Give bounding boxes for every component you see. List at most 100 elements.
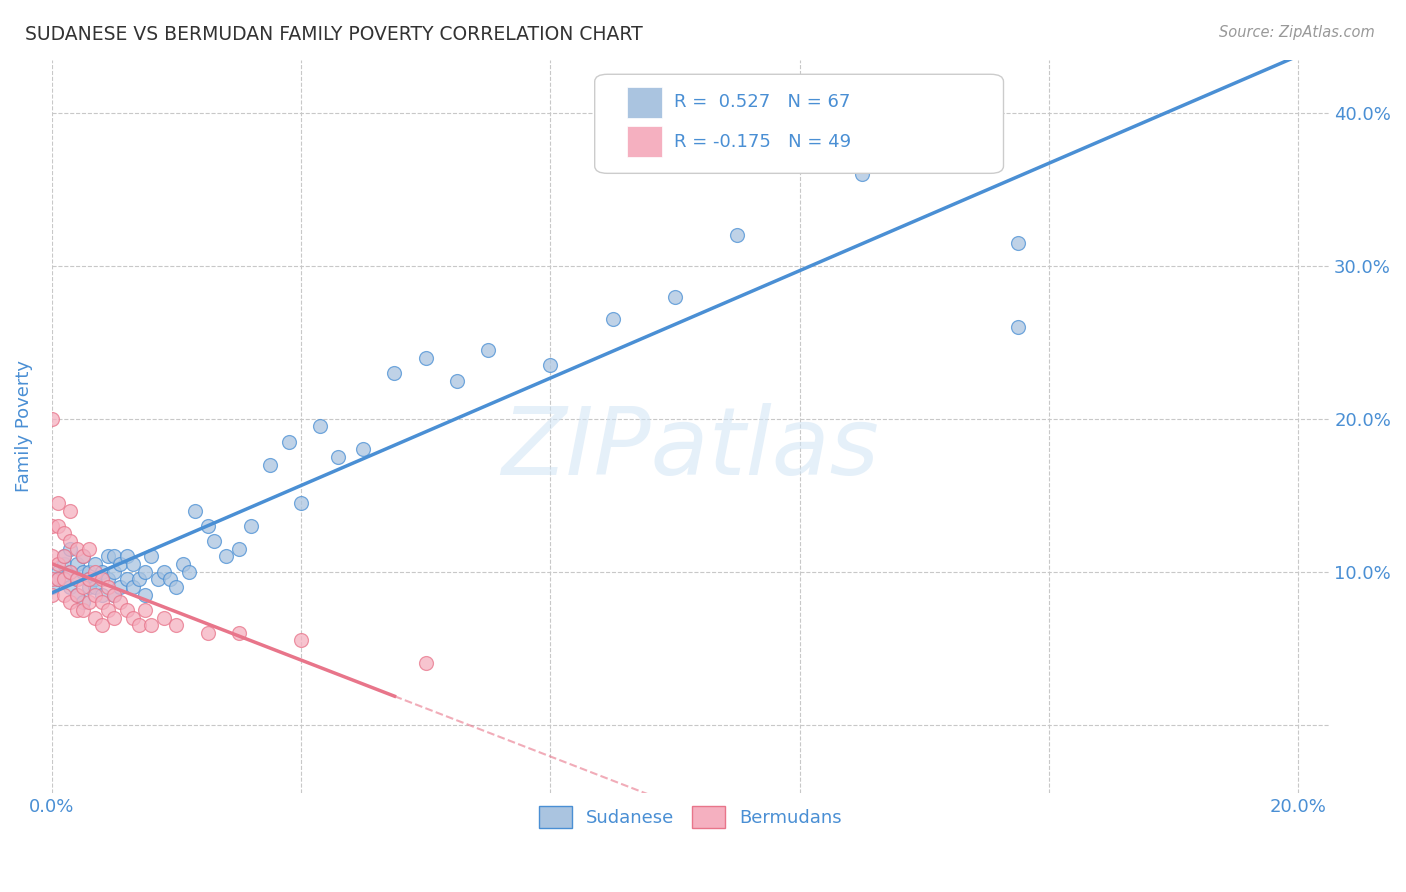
- Point: [66, 541, 89, 556]
- Text: ZIPatlas: ZIPatlas: [502, 403, 879, 494]
- Point: [177, 565, 200, 579]
- Point: [115, 603, 138, 617]
- Point: [84, 557, 107, 571]
- Point: [72, 565, 94, 579]
- Point: [46, 565, 69, 579]
- Point: [172, 557, 194, 571]
- Y-axis label: Family Poverty: Family Poverty: [15, 360, 32, 492]
- Point: [72, 580, 94, 594]
- Point: [308, 419, 330, 434]
- Point: [141, 549, 163, 564]
- Point: [41, 572, 63, 586]
- Point: [415, 657, 437, 671]
- Point: [46, 572, 69, 586]
- Point: [90, 572, 112, 586]
- Point: [228, 625, 250, 640]
- Point: [66, 557, 89, 571]
- Point: [84, 565, 107, 579]
- Point: [59, 565, 82, 579]
- Point: [134, 603, 156, 617]
- Bar: [627, 127, 662, 157]
- Point: [46, 519, 69, 533]
- Point: [77, 572, 100, 586]
- Point: [141, 618, 163, 632]
- Point: [53, 549, 76, 564]
- Point: [725, 228, 748, 243]
- Point: [103, 610, 125, 624]
- Point: [290, 496, 312, 510]
- Point: [84, 580, 107, 594]
- Point: [134, 588, 156, 602]
- Point: [59, 541, 82, 556]
- Point: [77, 541, 100, 556]
- Point: [84, 610, 107, 624]
- Point: [446, 374, 468, 388]
- Point: [66, 588, 89, 602]
- Point: [53, 557, 76, 571]
- Point: [53, 572, 76, 586]
- Point: [121, 610, 143, 624]
- Point: [121, 580, 143, 594]
- Point: [184, 503, 207, 517]
- Point: [240, 519, 263, 533]
- FancyBboxPatch shape: [595, 74, 1004, 173]
- Point: [66, 603, 89, 617]
- Point: [97, 549, 120, 564]
- Point: [153, 565, 176, 579]
- Point: [53, 549, 76, 564]
- Point: [115, 572, 138, 586]
- Point: [77, 595, 100, 609]
- Point: [110, 557, 132, 571]
- Point: [46, 557, 69, 571]
- Point: [159, 572, 181, 586]
- Point: [97, 603, 120, 617]
- Text: R =  0.527   N = 67: R = 0.527 N = 67: [673, 93, 851, 112]
- Point: [602, 312, 624, 326]
- Point: [1007, 320, 1029, 334]
- Text: SUDANESE VS BERMUDAN FAMILY POVERTY CORRELATION CHART: SUDANESE VS BERMUDAN FAMILY POVERTY CORR…: [25, 25, 643, 44]
- Point: [59, 534, 82, 549]
- Point: [41, 519, 63, 533]
- Point: [477, 343, 499, 357]
- Point: [110, 580, 132, 594]
- Point: [90, 618, 112, 632]
- Point: [415, 351, 437, 365]
- Point: [202, 534, 225, 549]
- Point: [77, 572, 100, 586]
- Point: [110, 595, 132, 609]
- Point: [53, 572, 76, 586]
- Text: Source: ZipAtlas.com: Source: ZipAtlas.com: [1219, 25, 1375, 40]
- Point: [538, 359, 561, 373]
- Point: [121, 557, 143, 571]
- Point: [72, 549, 94, 564]
- Point: [134, 565, 156, 579]
- Point: [59, 580, 82, 594]
- Point: [66, 588, 89, 602]
- Point: [90, 565, 112, 579]
- Point: [46, 572, 69, 586]
- Point: [103, 549, 125, 564]
- Point: [103, 565, 125, 579]
- Point: [103, 588, 125, 602]
- Point: [41, 580, 63, 594]
- Point: [59, 565, 82, 579]
- Point: [128, 572, 150, 586]
- Point: [352, 442, 374, 457]
- Point: [72, 549, 94, 564]
- Bar: [627, 87, 662, 118]
- Point: [197, 625, 219, 640]
- Point: [77, 580, 100, 594]
- Point: [66, 572, 89, 586]
- Point: [53, 588, 76, 602]
- Point: [165, 618, 187, 632]
- Point: [59, 503, 82, 517]
- Point: [228, 541, 250, 556]
- Point: [72, 595, 94, 609]
- Point: [66, 572, 89, 586]
- Point: [153, 610, 176, 624]
- Point: [84, 588, 107, 602]
- Point: [290, 633, 312, 648]
- Point: [90, 595, 112, 609]
- Point: [384, 366, 406, 380]
- Point: [53, 526, 76, 541]
